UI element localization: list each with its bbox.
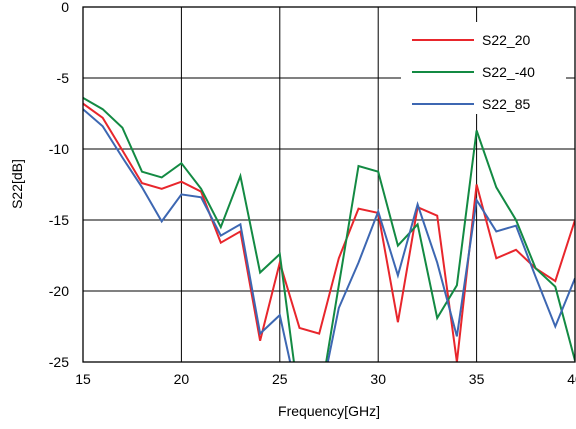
y-axis-label: S22[dB]	[9, 159, 25, 209]
y-tick-label: -25	[49, 354, 69, 370]
y-tick-label: 0	[61, 0, 69, 15]
x-tick-labels: 15 20 25 30 35 40	[75, 371, 576, 387]
x-axis-label: Frequency[GHz]	[278, 403, 380, 419]
y-tick-label: -10	[49, 141, 69, 157]
x-tick-label: 25	[272, 371, 288, 387]
y-tick-label: -5	[57, 70, 70, 86]
x-tick-label: 20	[174, 371, 190, 387]
x-tick-label: 35	[469, 371, 485, 387]
legend: S22_20 S22_-40 S22_85	[401, 22, 566, 114]
y-tick-labels: 0 -5 -10 -15 -20 -25	[49, 0, 69, 370]
x-tick-label: 40	[567, 371, 576, 387]
y-tick-label: -20	[49, 283, 69, 299]
x-tick-label: 30	[370, 371, 386, 387]
series-lines	[83, 97, 575, 362]
series-line-3	[83, 108, 575, 362]
series-line-1	[83, 102, 575, 362]
legend-label: S22_85	[482, 96, 530, 112]
series-line-2	[83, 97, 575, 362]
plot-frame	[82, 6, 576, 363]
legend-background	[401, 22, 566, 114]
x-tick-label: 15	[75, 371, 91, 387]
legend-label: S22_-40	[482, 64, 535, 80]
legend-label: S22_20	[482, 32, 530, 48]
y-tick-label: -15	[49, 212, 69, 228]
